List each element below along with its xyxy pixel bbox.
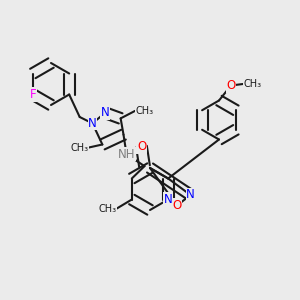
Text: N: N (101, 106, 110, 119)
Text: O: O (137, 140, 146, 153)
Text: N: N (164, 193, 172, 206)
Text: N: N (88, 117, 97, 130)
Text: CH₃: CH₃ (243, 79, 261, 89)
Text: CH₃: CH₃ (99, 203, 117, 214)
Text: F: F (29, 88, 36, 101)
Text: CH₃: CH₃ (71, 142, 89, 152)
Text: NH: NH (118, 148, 135, 160)
Text: N: N (186, 188, 195, 202)
Text: O: O (226, 79, 236, 92)
Text: O: O (172, 199, 182, 212)
Text: CH₃: CH₃ (135, 106, 153, 116)
